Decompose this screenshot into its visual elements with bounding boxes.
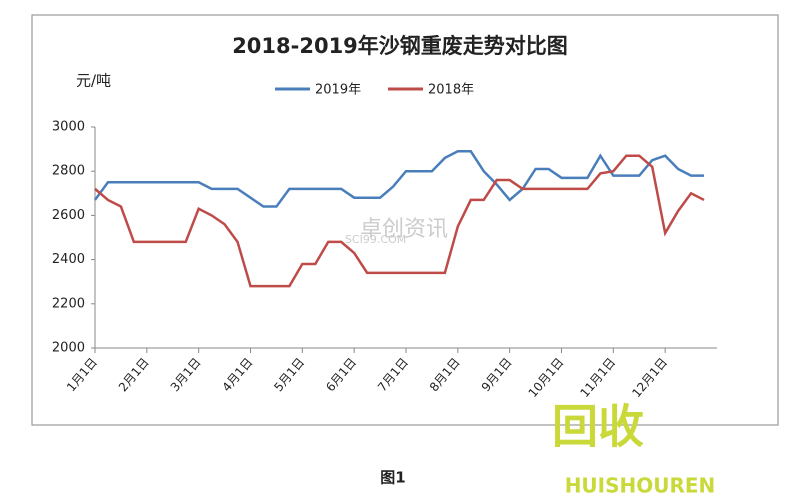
caption: 图1	[380, 469, 405, 487]
y-axis-label: 元/吨	[76, 72, 111, 90]
y-tick-label: 2800	[52, 164, 85, 179]
legend-label: 2018年	[428, 83, 474, 98]
watermark: HUISHOUREN	[565, 474, 716, 498]
series-line	[93, 150, 705, 208]
watermark: SCI99.COM	[345, 233, 406, 246]
watermark: 回收	[552, 400, 644, 454]
y-tick-label: 3000	[52, 120, 85, 135]
series-line	[94, 154, 705, 288]
y-tick-label: 2600	[52, 208, 85, 223]
watermark: 卓创资讯	[360, 217, 448, 242]
y-tick-label: 2400	[52, 252, 85, 267]
legend-label: 2019年	[315, 83, 361, 98]
chart-frame	[31, 14, 779, 426]
y-tick-label: 2000	[52, 341, 85, 356]
chart-title: 2018-2019年沙钢重废走势对比图	[232, 34, 568, 58]
y-tick-label: 2200	[52, 296, 85, 311]
